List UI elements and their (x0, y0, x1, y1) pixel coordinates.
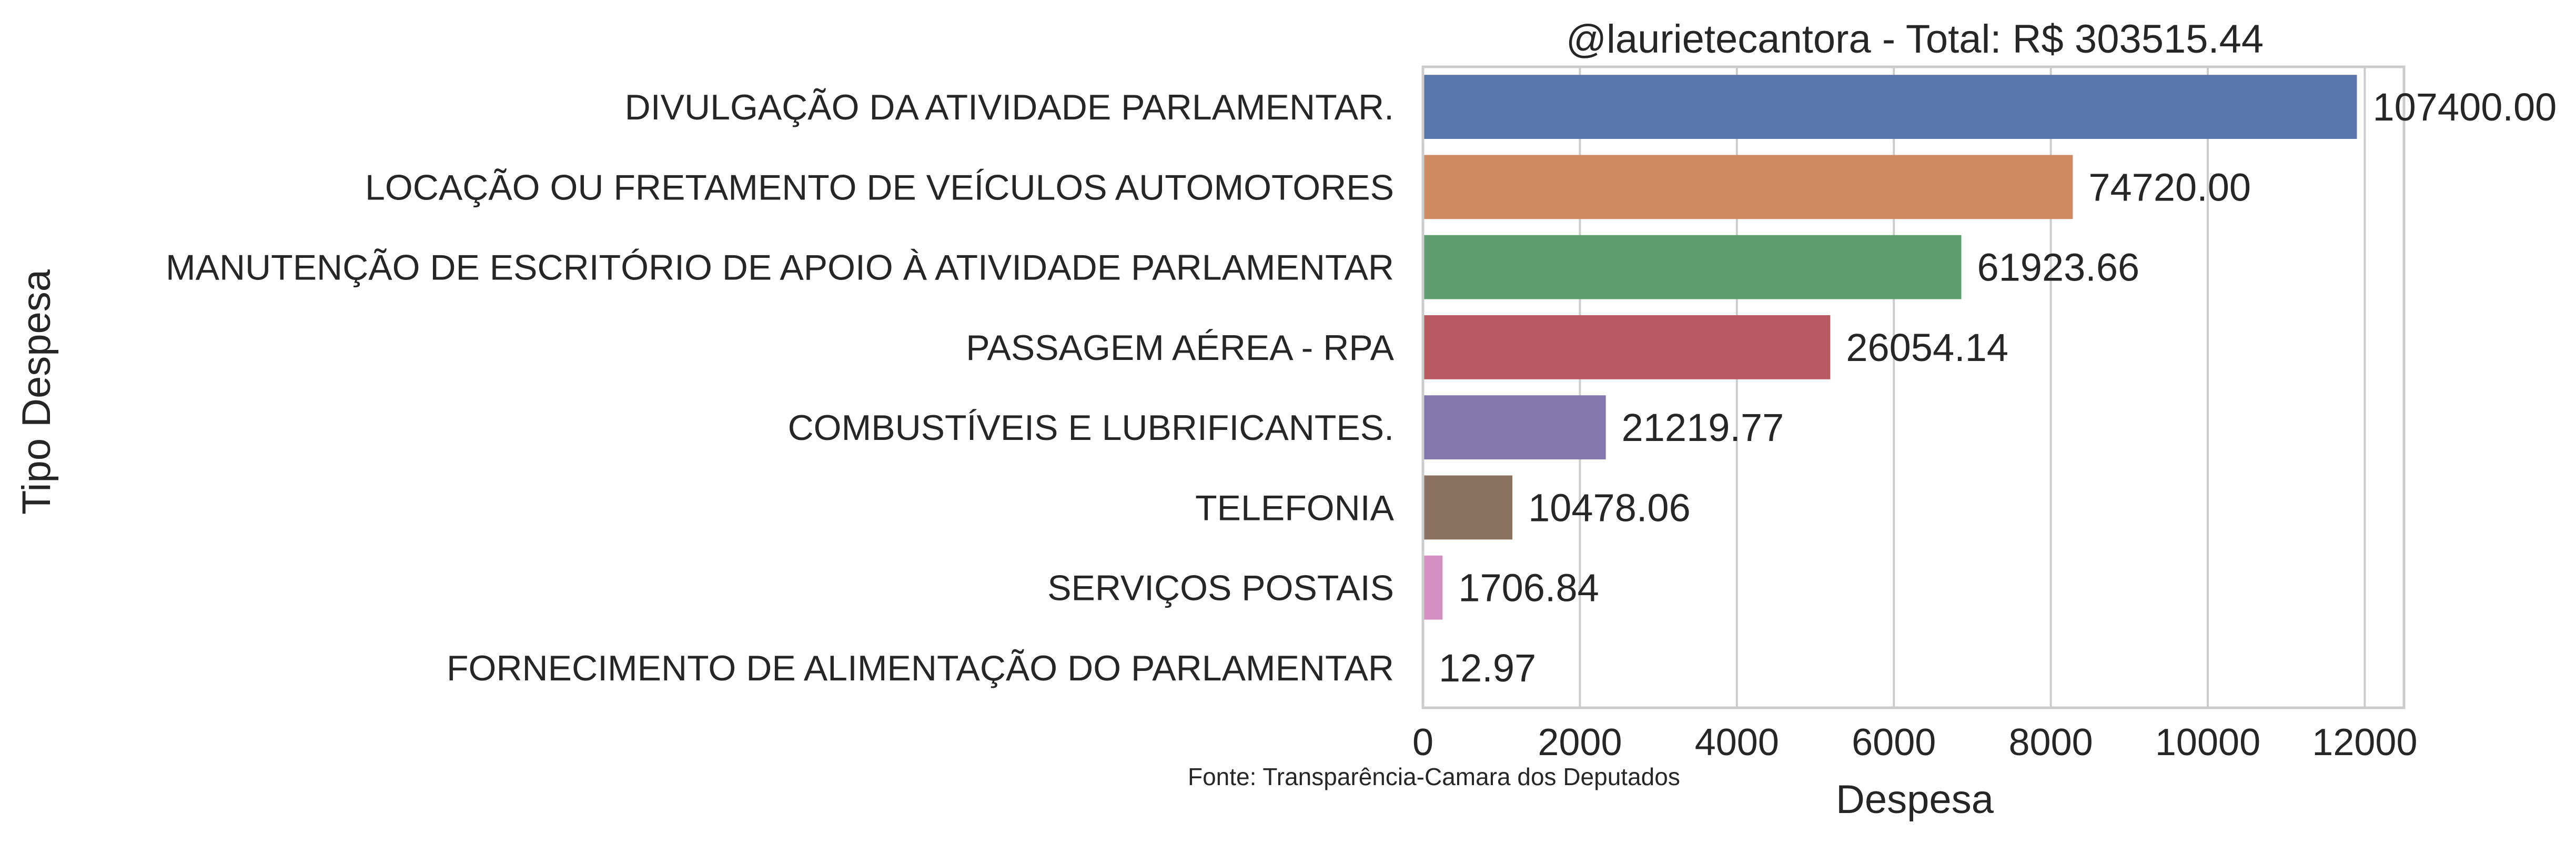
bar (1423, 235, 1962, 299)
bar (1423, 475, 1513, 540)
chart-title: @laurietecantora - Total: R$ 303515.44 (1566, 17, 2264, 62)
plot-frame (1421, 65, 2406, 709)
data-label: 12.97 (1439, 646, 1536, 690)
bar (1423, 75, 2357, 139)
x-axis-label: Despesa (1836, 777, 1994, 822)
category-label: PASSAGEM AÉREA - RPA (966, 328, 1394, 368)
source-note: Fonte: Transparência-Camara dos Deputado… (1188, 763, 1680, 790)
bar (1423, 155, 2073, 219)
category-label: DIVULGAÇÃO DA ATIVIDADE PARLAMENTAR. (625, 87, 1394, 127)
category-label: TELEFONIA (1195, 488, 1394, 528)
x-tick-label: 8000 (2009, 721, 2093, 764)
bars (1423, 75, 2357, 620)
x-tick-label: 12000 (2312, 721, 2417, 764)
data-label: 10478.06 (1528, 486, 1691, 529)
data-label: 61923.66 (1977, 246, 2140, 289)
y-axis-label: Tipo Despesa (14, 269, 59, 515)
data-label: 74720.00 (2088, 165, 2251, 209)
bar (1423, 555, 1443, 620)
data-label: 1706.84 (1458, 566, 1599, 610)
category-label: FORNECIMENTO DE ALIMENTAÇÃO DO PARLAMENT… (447, 648, 1394, 688)
data-label: 21219.77 (1622, 406, 1784, 449)
x-tick-label: 6000 (1852, 721, 1936, 764)
x-tick-label: 2000 (1538, 721, 1622, 764)
x-tick-labels: 0 2000 4000 6000 8000 10000 12000 (1412, 721, 2418, 764)
data-labels: 107400.00 74720.00 61923.66 26054.14 21219.7… (1439, 85, 2557, 690)
category-label: SERVIÇOS POSTAIS (1047, 568, 1394, 608)
bar (1423, 315, 1831, 379)
category-label: MANUTENÇÃO DE ESCRITÓRIO DE APOIO À ATIV… (166, 248, 1394, 288)
data-label: 107400.00 (2372, 85, 2557, 129)
category-label: COMBUSTÍVEIS E LUBRIFICANTES. (788, 408, 1394, 448)
x-tick-label: 4000 (1695, 721, 1779, 764)
x-tick-label: 0 (1412, 721, 1433, 764)
category-labels: DIVULGAÇÃO DA ATIVIDADE PARLAMENTAR. LOCA… (166, 87, 1395, 688)
bar (1423, 395, 1606, 460)
category-label: LOCAÇÃO OU FRETAMENTO DE VEÍCULOS AUTOMO… (365, 167, 1394, 207)
x-tick-label: 10000 (2155, 721, 2260, 764)
data-label: 26054.14 (1846, 326, 2008, 369)
